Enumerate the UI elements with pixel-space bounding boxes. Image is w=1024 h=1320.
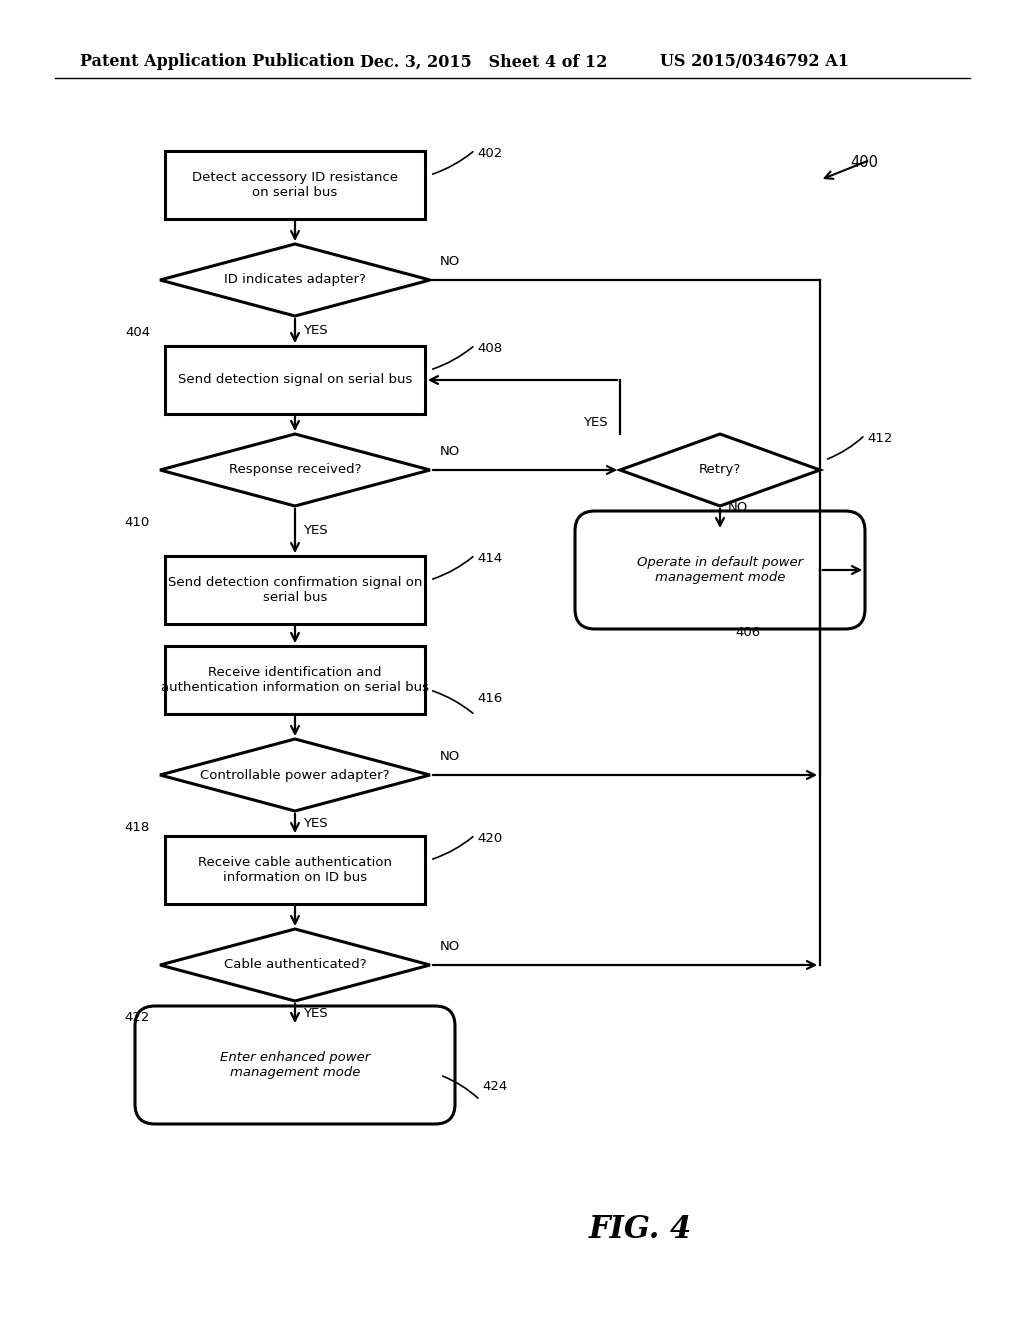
FancyBboxPatch shape (165, 346, 425, 414)
Text: Response received?: Response received? (228, 463, 361, 477)
Text: 424: 424 (482, 1080, 507, 1093)
Text: Patent Application Publication: Patent Application Publication (80, 54, 354, 70)
Text: YES: YES (303, 325, 328, 338)
FancyBboxPatch shape (135, 1006, 455, 1125)
FancyBboxPatch shape (165, 836, 425, 904)
Text: YES: YES (303, 817, 328, 830)
Text: YES: YES (303, 524, 328, 537)
Text: 416: 416 (477, 692, 502, 705)
Text: 400: 400 (850, 154, 878, 170)
Polygon shape (160, 434, 430, 506)
Text: Detect accessory ID resistance
on serial bus: Detect accessory ID resistance on serial… (193, 172, 398, 199)
Text: 422: 422 (125, 1011, 150, 1024)
Text: NO: NO (440, 750, 460, 763)
Text: US 2015/0346792 A1: US 2015/0346792 A1 (660, 54, 849, 70)
Text: 410: 410 (125, 516, 150, 529)
Text: 406: 406 (735, 626, 760, 639)
Text: Enter enhanced power
management mode: Enter enhanced power management mode (220, 1051, 370, 1078)
Text: 404: 404 (125, 326, 150, 339)
FancyBboxPatch shape (575, 511, 865, 630)
Text: 420: 420 (477, 832, 502, 845)
FancyBboxPatch shape (165, 645, 425, 714)
Text: Receive cable authentication
information on ID bus: Receive cable authentication information… (198, 855, 392, 884)
Text: Send detection confirmation signal on
serial bus: Send detection confirmation signal on se… (168, 576, 422, 605)
Text: 418: 418 (125, 821, 150, 834)
FancyBboxPatch shape (165, 556, 425, 624)
Text: Operate in default power
management mode: Operate in default power management mode (637, 556, 803, 583)
FancyBboxPatch shape (165, 150, 425, 219)
Text: FIG. 4: FIG. 4 (589, 1214, 691, 1246)
Text: Controllable power adapter?: Controllable power adapter? (201, 768, 390, 781)
Text: Cable authenticated?: Cable authenticated? (223, 958, 367, 972)
Text: NO: NO (440, 445, 460, 458)
Polygon shape (160, 929, 430, 1001)
Text: NO: NO (728, 502, 749, 513)
Text: 408: 408 (477, 342, 502, 355)
Text: Dec. 3, 2015   Sheet 4 of 12: Dec. 3, 2015 Sheet 4 of 12 (360, 54, 607, 70)
Text: YES: YES (584, 416, 608, 429)
Text: Retry?: Retry? (698, 463, 741, 477)
Text: NO: NO (440, 940, 460, 953)
Text: Receive identification and
authentication information on serial bus: Receive identification and authenticatio… (161, 667, 429, 694)
Text: NO: NO (440, 255, 460, 268)
Text: 402: 402 (477, 147, 502, 160)
Text: 414: 414 (477, 552, 502, 565)
Polygon shape (160, 244, 430, 315)
Text: 412: 412 (867, 432, 892, 445)
Polygon shape (620, 434, 820, 506)
Text: Send detection signal on serial bus: Send detection signal on serial bus (178, 374, 413, 387)
Text: YES: YES (303, 1007, 328, 1020)
Text: ID indicates adapter?: ID indicates adapter? (224, 273, 366, 286)
Polygon shape (160, 739, 430, 810)
